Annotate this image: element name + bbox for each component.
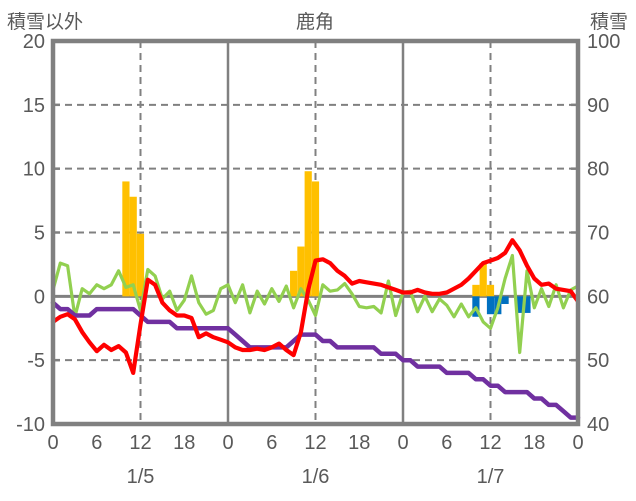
orange-bars xyxy=(122,171,495,297)
right-axis-title: 積雪 xyxy=(589,12,628,33)
orange-bar xyxy=(136,233,145,297)
orange-bar xyxy=(479,263,487,297)
x-axis-hour-labels: 0 6 12 18 0 6 12 18 0 6 12 18 0 xyxy=(47,432,583,454)
left-axis-tick-label: -5 xyxy=(27,350,45,372)
hour-label: 12 xyxy=(129,432,151,454)
blue-bar xyxy=(516,296,524,313)
hour-label: 6 xyxy=(441,432,452,454)
orange-bar xyxy=(472,284,480,297)
right-axis-tick-label: 70 xyxy=(587,223,609,245)
hour-label: 12 xyxy=(304,432,326,454)
orange-bar xyxy=(129,196,137,297)
left-axis-title: 積雪以外 xyxy=(7,12,84,33)
right-axis-tick-label: 90 xyxy=(587,95,609,117)
plot-border xyxy=(50,38,581,427)
hour-label: 6 xyxy=(266,432,277,454)
hour-label: 18 xyxy=(173,432,195,454)
orange-bar xyxy=(311,181,320,297)
hour-label: 0 xyxy=(572,432,583,454)
right-axis-tick-label: 40 xyxy=(587,414,609,436)
hour-label: 0 xyxy=(397,432,408,454)
hour-label: 0 xyxy=(222,432,233,454)
orange-bar xyxy=(297,246,305,297)
left-axis-tick-labels: 20 15 10 5 0 -5 -10 xyxy=(16,31,45,436)
station-title: 鹿角 xyxy=(295,12,335,33)
left-axis-tick-label: 20 xyxy=(23,31,45,53)
green-line xyxy=(51,253,580,355)
left-axis-tick-label: 5 xyxy=(34,223,45,245)
red-line xyxy=(50,238,581,375)
hour-label: 18 xyxy=(523,432,545,454)
left-axis-tick-label: -10 xyxy=(16,414,45,436)
right-axis-tick-labels: 100 90 80 70 60 50 40 xyxy=(587,31,620,436)
right-axis-tick-label: 60 xyxy=(587,286,609,308)
orange-bar xyxy=(304,171,312,297)
orange-bar xyxy=(122,181,130,297)
blue-bar xyxy=(486,296,495,315)
hour-label: 12 xyxy=(479,432,501,454)
blue-bar xyxy=(501,296,509,304)
orange-bar xyxy=(290,270,298,297)
hour-label: 6 xyxy=(91,432,102,454)
left-axis-tick-label: 10 xyxy=(23,159,45,181)
blue-bar xyxy=(523,296,531,313)
hour-label: 18 xyxy=(348,432,370,454)
hour-label: 0 xyxy=(47,432,58,454)
left-axis-tick-label: 0 xyxy=(34,286,45,308)
x-axis-date-labels: 1/5 1/6 1/7 xyxy=(127,466,505,488)
date-label: 1/5 xyxy=(127,466,155,488)
date-label: 1/6 xyxy=(302,466,330,488)
orange-bar xyxy=(486,284,495,297)
date-label: 1/7 xyxy=(477,466,505,488)
right-axis-tick-label: 80 xyxy=(587,159,609,181)
left-axis-tick-label: 15 xyxy=(23,95,45,117)
right-axis-tick-label: 100 xyxy=(587,31,620,53)
right-axis-tick-label: 50 xyxy=(587,350,609,372)
